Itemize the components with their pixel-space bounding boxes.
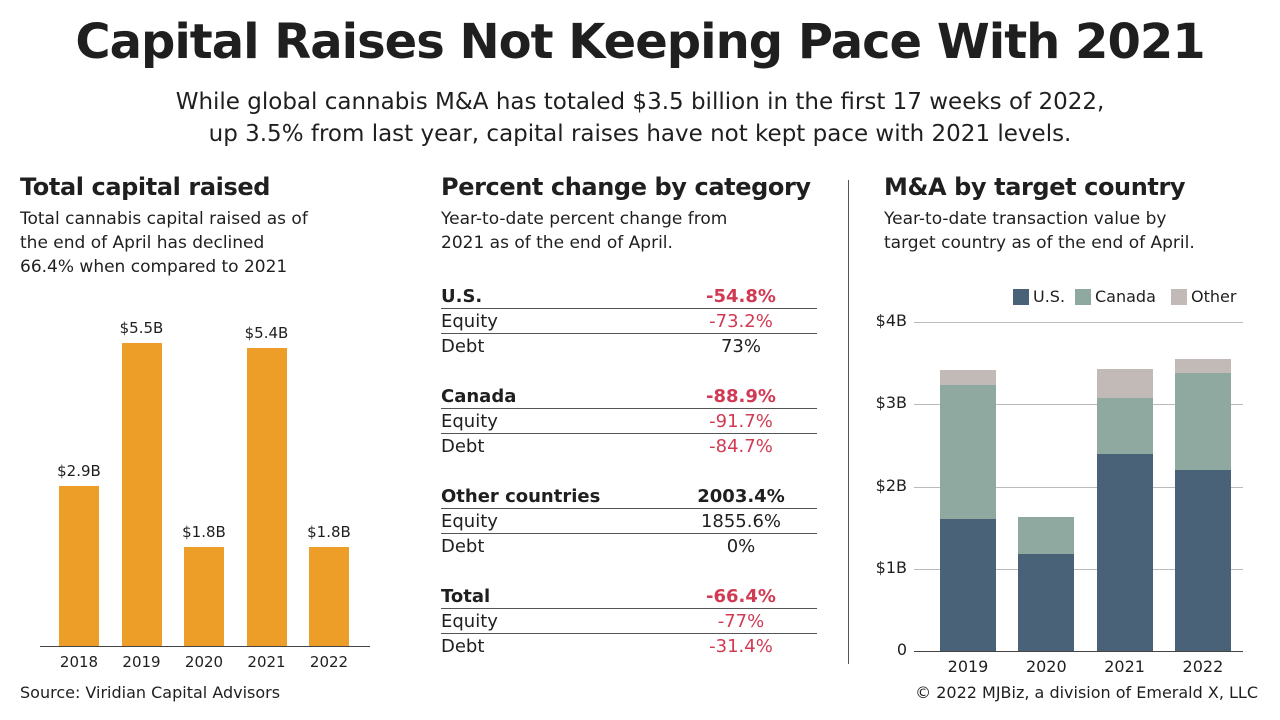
- section-divider: [848, 180, 849, 664]
- y-tick-label: $1B: [875, 557, 907, 577]
- legend-swatch: [1171, 289, 1187, 305]
- legend-label: U.S.: [1033, 287, 1066, 306]
- legend-swatch: [1075, 289, 1091, 305]
- row-label: Total: [441, 586, 491, 607]
- row-value: -31.4%: [709, 636, 773, 657]
- legend-label: Canada: [1095, 287, 1156, 306]
- row-label: Other countries: [441, 486, 601, 507]
- gridline: [914, 568, 1243, 570]
- x-tick-label: 2020: [1025, 657, 1067, 676]
- bar-2021: [246, 348, 287, 646]
- table-row-total: Total -66.4%: [441, 584, 817, 609]
- left-desc-line-3: 66.4% when compared to 2021: [20, 257, 288, 277]
- row-label: Equity: [441, 611, 498, 632]
- row-label: Debt: [441, 536, 485, 557]
- y-tick-label: $3B: [875, 393, 907, 413]
- source-note: Source: Viridian Capital Advisors: [20, 683, 281, 702]
- bar-segment-us-2019: [940, 519, 996, 651]
- right-desc-line-2: target country as of the end of April.: [884, 233, 1195, 253]
- row-value: -88.9%: [706, 386, 776, 407]
- bar-value-label: $2.9B: [57, 462, 101, 480]
- table-row-total-debt: Debt -31.4%: [441, 634, 817, 659]
- bar-segment-us-2020: [1018, 553, 1075, 651]
- x-tick-label: 2018: [59, 653, 99, 671]
- right-desc-line-1: Year-to-date transaction value by: [884, 209, 1167, 229]
- x-tick-label: 2022: [1182, 657, 1224, 676]
- row-label: Canada: [441, 386, 517, 407]
- right-heading: M&A by target country: [884, 173, 1186, 201]
- bar-segment-canada-2020: [1018, 516, 1075, 554]
- bar-2022: [309, 546, 349, 646]
- row-label: Debt: [441, 436, 485, 457]
- row-value: 0%: [726, 536, 756, 557]
- table-row-canada: Canada -88.9%: [441, 384, 817, 409]
- bar-value-label: $5.5B: [119, 318, 164, 337]
- bar-value-label: $1.8B: [307, 522, 351, 541]
- row-value: 1855.6%: [700, 511, 782, 532]
- gridline: [914, 486, 1243, 488]
- table-row-us-debt: Debt 73%: [441, 334, 817, 359]
- table-row-canada-debt: Debt -84.7%: [441, 434, 817, 459]
- table-row-us: U.S. -54.8%: [441, 284, 817, 309]
- table-row-us-equity: Equity -73.2%: [441, 309, 817, 334]
- row-label: U.S.: [441, 286, 483, 307]
- x-tick-label: 2021: [247, 653, 286, 671]
- row-value: -54.8%: [706, 286, 776, 307]
- x-tick-label: 2019: [122, 653, 161, 671]
- subtitle-line-2: up 3.5% from last year, capital raises h…: [208, 121, 1072, 147]
- left-heading: Total capital raised: [20, 173, 271, 201]
- bar-segment-other-2021: [1096, 368, 1153, 398]
- y-tick-label: 0: [896, 640, 907, 659]
- bar-value-label: $5.4B: [244, 324, 289, 343]
- row-label: Equity: [441, 511, 498, 532]
- bar-value-label: $1.8B: [182, 522, 226, 541]
- table-row-total-equity: Equity -77%: [441, 609, 817, 634]
- left-desc-line-2: the end of April has declined: [20, 233, 265, 253]
- bar-2020: [184, 546, 224, 646]
- middle-heading: Percent change by category: [441, 173, 811, 201]
- row-value: -91.7%: [709, 411, 773, 432]
- y-tick-label: $2B: [875, 475, 907, 495]
- legend-swatch: [1013, 289, 1029, 305]
- legend-label: Other: [1191, 287, 1237, 306]
- row-value: -66.4%: [706, 586, 776, 607]
- bar-segment-canada-2022: [1174, 372, 1231, 471]
- subtitle-line-1: While global cannabis M&A has totaled $3…: [175, 89, 1105, 115]
- row-value: -84.7%: [709, 436, 773, 457]
- left-desc-line-1: Total cannabis capital raised as of: [20, 209, 308, 229]
- x-tick-label: 2022: [309, 653, 349, 671]
- row-value: 73%: [720, 336, 761, 357]
- row-value: 2003.4%: [697, 486, 785, 507]
- gridline: [914, 651, 1243, 652]
- row-value: -73.2%: [709, 311, 773, 332]
- x-tick-label: 2020: [184, 653, 224, 671]
- bar-segment-other-2022: [1174, 359, 1231, 373]
- table-row-other-debt: Debt 0%: [441, 534, 817, 559]
- y-tick-label: $4B: [875, 311, 907, 330]
- row-label: Debt: [441, 336, 485, 357]
- middle-desc-line-2: 2021 as of the end of April.: [441, 233, 673, 253]
- row-value: -77%: [717, 611, 765, 632]
- table-row-canada-equity: Equity -91.7%: [441, 409, 817, 434]
- bar-segment-other-2019: [940, 369, 996, 386]
- gridline: [914, 404, 1243, 406]
- table-row-other-countries: Other countries 2003.4%: [441, 484, 817, 509]
- row-label: Debt: [441, 636, 485, 657]
- middle-desc-line-1: Year-to-date percent change from: [441, 209, 728, 229]
- credit-note: © 2022 MJBiz, a division of Emerald X, L…: [915, 683, 1258, 702]
- gridline: [914, 322, 1243, 323]
- bar-segment-us-2021: [1096, 453, 1153, 651]
- bar-2018: [59, 486, 99, 646]
- table-row-other-equity: Equity 1855.6%: [441, 509, 817, 534]
- bar-2019: [121, 342, 162, 646]
- bar-segment-canada-2019: [940, 385, 996, 520]
- row-label: Equity: [441, 411, 498, 432]
- x-tick-label: 2019: [947, 657, 989, 676]
- page-title: Capital Raises Not Keeping Pace With 202…: [75, 14, 1205, 70]
- bar-segment-canada-2021: [1096, 397, 1153, 454]
- x-axis-line: [40, 646, 370, 647]
- bar-segment-us-2022: [1174, 470, 1231, 651]
- row-label: Equity: [441, 311, 498, 332]
- x-tick-label: 2021: [1104, 657, 1145, 676]
